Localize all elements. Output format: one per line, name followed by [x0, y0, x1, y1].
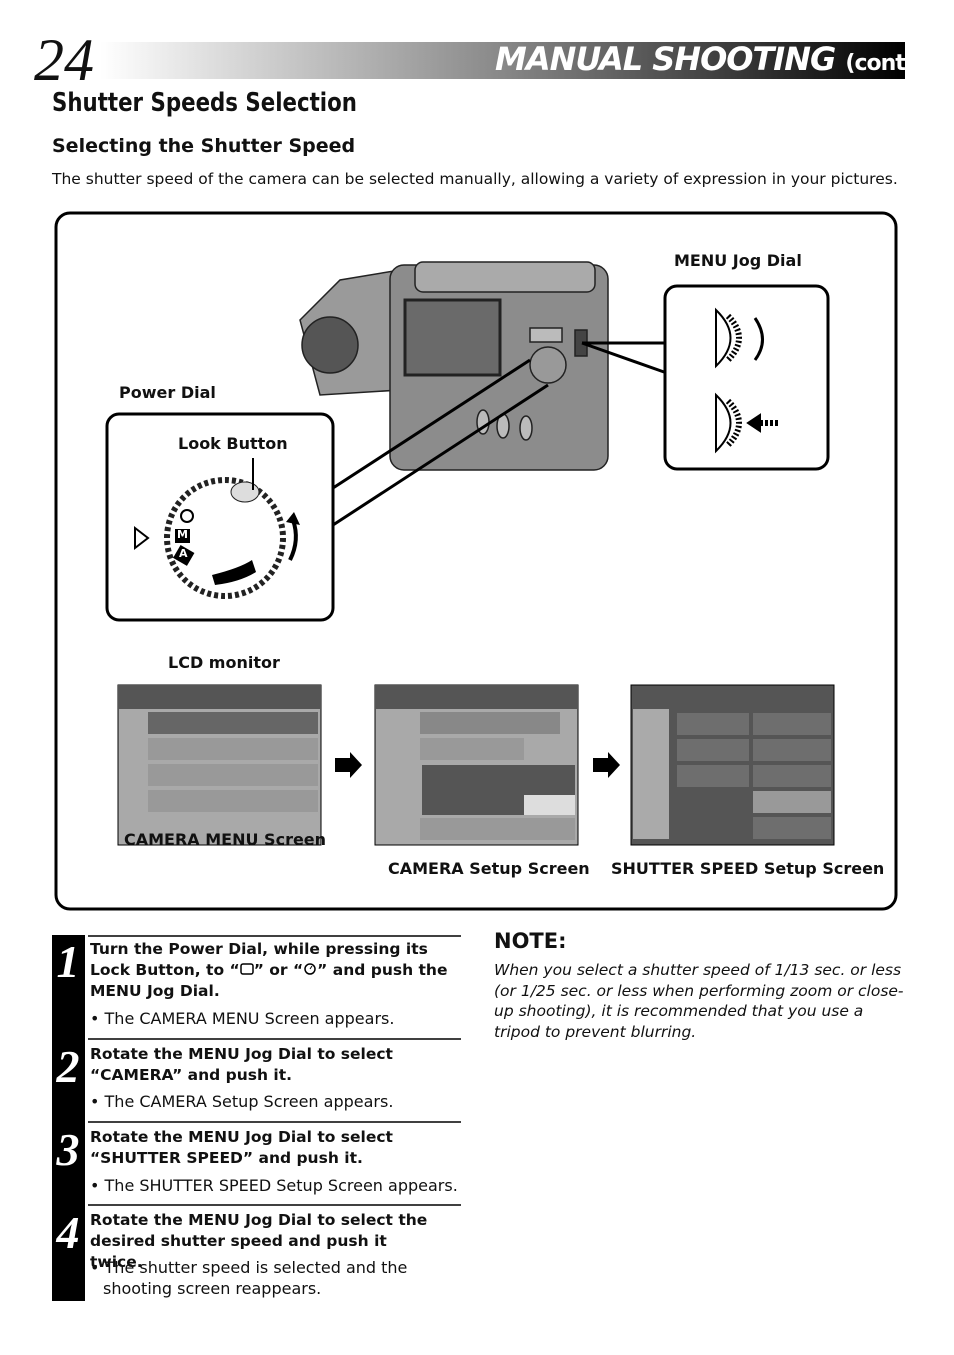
text: Turn the Power Dial, while pressing its … — [90, 940, 428, 979]
section-title: Shutter Speeds Selection — [52, 88, 357, 118]
text: ” and push the MENU Jog Dial. — [90, 961, 448, 1000]
header-bar — [100, 42, 905, 79]
lcd-screens — [117, 684, 835, 846]
icon — [239, 963, 254, 975]
title-suffix: (cont.) — [845, 51, 922, 76]
title: MANUAL SHOOTING — [495, 40, 836, 78]
note-text: When you select a shutter speed of 1/13 … — [494, 961, 904, 1041]
power-dial — [134, 458, 300, 599]
dial-mark: M — [177, 528, 188, 541]
jog-dial — [715, 307, 778, 454]
step-instruction: Rotate the MENU Jog Dial to select the d… — [90, 1211, 428, 1271]
label: MENU Jog Dial — [674, 251, 802, 270]
note-title: NOTE: — [494, 929, 567, 953]
step-number: 4 — [56, 1207, 80, 1258]
step-rules — [88, 935, 461, 1206]
text: ” or “ — [253, 961, 304, 979]
label: Power Dial — [119, 383, 216, 402]
page-title: MANUAL SHOOTING (cont.) — [495, 40, 922, 78]
step-instruction: Turn the Power Dial, while pressing its … — [90, 939, 455, 1002]
step-result: • The CAMERA Setup Screen appears. — [90, 1092, 394, 1111]
section-subtitle: Selecting the Shutter Speed — [52, 135, 356, 157]
step-instruction: Rotate the MENU Jog Dial to select “CAME… — [90, 1045, 393, 1084]
step-result: • The SHUTTER SPEED Setup Screen appears… — [90, 1176, 458, 1195]
step-number: 1 — [56, 936, 80, 987]
intro: The shutter speed of the camera can be s… — [52, 170, 898, 188]
step-result: • The CAMERA MENU Screen appears. — [90, 1009, 395, 1028]
diagram-frame — [54, 211, 898, 911]
label: SHUTTER SPEED Setup Screen — [611, 859, 885, 878]
step-number: 2 — [56, 1041, 80, 1092]
label: CAMERA MENU Screen — [124, 830, 327, 849]
icon — [304, 963, 316, 975]
label: CAMERA Setup Screen — [388, 859, 590, 878]
step-result: • The shutter speed is selected and the … — [90, 1258, 408, 1298]
label: Look Button — [178, 434, 288, 453]
label: LCD monitor — [168, 653, 280, 672]
camera — [299, 261, 609, 471]
step-number: 3 — [56, 1124, 80, 1175]
step-bar — [52, 935, 85, 1301]
dial-mark: A — [179, 547, 188, 560]
page-number: 24 — [34, 27, 94, 93]
step-instruction: Rotate the MENU Jog Dial to select “SHUT… — [90, 1128, 393, 1167]
